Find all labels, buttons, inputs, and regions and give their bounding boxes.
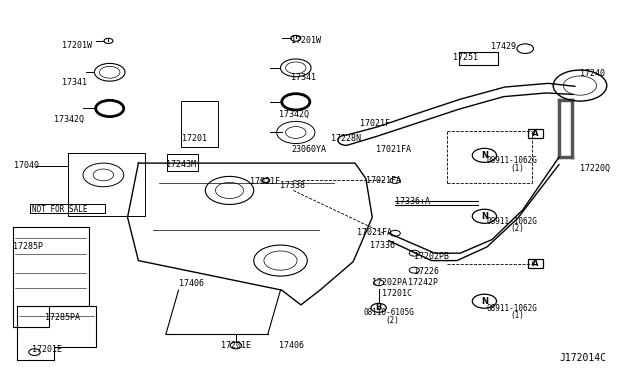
Text: 17201E: 17201E xyxy=(32,345,62,354)
Text: 17406: 17406 xyxy=(278,341,303,350)
Text: N: N xyxy=(481,212,488,221)
Text: 17201: 17201 xyxy=(182,134,207,142)
Text: 17021FA: 17021FA xyxy=(366,176,401,185)
Text: 08911-1062G: 08911-1062G xyxy=(487,217,538,225)
Text: 17336: 17336 xyxy=(370,241,395,250)
Text: 17202PB: 17202PB xyxy=(414,252,449,262)
Text: 17242P: 17242P xyxy=(408,278,438,287)
Text: (2): (2) xyxy=(510,224,524,233)
Text: 17220Q: 17220Q xyxy=(580,164,610,173)
Text: (1): (1) xyxy=(510,164,524,173)
Text: N: N xyxy=(481,297,488,306)
Bar xyxy=(459,52,499,65)
Bar xyxy=(30,204,105,213)
Text: 17201C: 17201C xyxy=(383,289,412,298)
Text: NOT FOR SALE: NOT FOR SALE xyxy=(32,205,88,215)
Text: 17240: 17240 xyxy=(580,69,605,78)
Text: 17021F: 17021F xyxy=(250,177,280,186)
Text: A: A xyxy=(532,129,539,138)
Text: 17201E: 17201E xyxy=(221,341,252,350)
Text: 17341: 17341 xyxy=(62,78,87,87)
Text: 17285PA: 17285PA xyxy=(45,312,80,321)
Text: 17251: 17251 xyxy=(452,53,477,62)
Text: 17228N: 17228N xyxy=(332,134,362,142)
Bar xyxy=(181,101,218,147)
Text: 08911-1062G: 08911-1062G xyxy=(487,304,538,313)
Text: 17338: 17338 xyxy=(280,182,305,190)
Bar xyxy=(528,129,543,138)
Text: 17226: 17226 xyxy=(414,267,439,276)
Text: 17342Q: 17342Q xyxy=(54,115,84,124)
Text: A: A xyxy=(532,259,539,268)
Bar xyxy=(528,259,543,268)
Text: 17040: 17040 xyxy=(14,161,39,170)
Text: 17342Q: 17342Q xyxy=(278,109,308,119)
Text: 17021FA: 17021FA xyxy=(357,228,392,237)
Text: 17243M: 17243M xyxy=(166,160,196,169)
Text: 17201W: 17201W xyxy=(291,36,321,45)
Text: 17285P: 17285P xyxy=(13,243,43,251)
Text: 17406: 17406 xyxy=(179,279,204,288)
Text: 17201W: 17201W xyxy=(62,41,92,50)
Text: 08911-1062G: 08911-1062G xyxy=(487,156,538,166)
Text: J172014C: J172014C xyxy=(559,353,606,363)
Text: N: N xyxy=(481,151,488,160)
Text: 08110-6105G: 08110-6105G xyxy=(364,308,414,317)
Text: 17021FA: 17021FA xyxy=(376,145,411,154)
Text: 17429: 17429 xyxy=(491,42,516,51)
Text: 23060YA: 23060YA xyxy=(291,145,326,154)
Bar xyxy=(167,154,198,171)
Text: (2): (2) xyxy=(385,316,399,325)
Text: 17021F: 17021F xyxy=(360,119,390,128)
Text: 17202PA: 17202PA xyxy=(372,278,407,287)
Text: (1): (1) xyxy=(510,311,524,320)
Text: 17336+A: 17336+A xyxy=(395,197,430,206)
Text: 17341: 17341 xyxy=(291,73,316,81)
Text: B: B xyxy=(376,303,382,312)
